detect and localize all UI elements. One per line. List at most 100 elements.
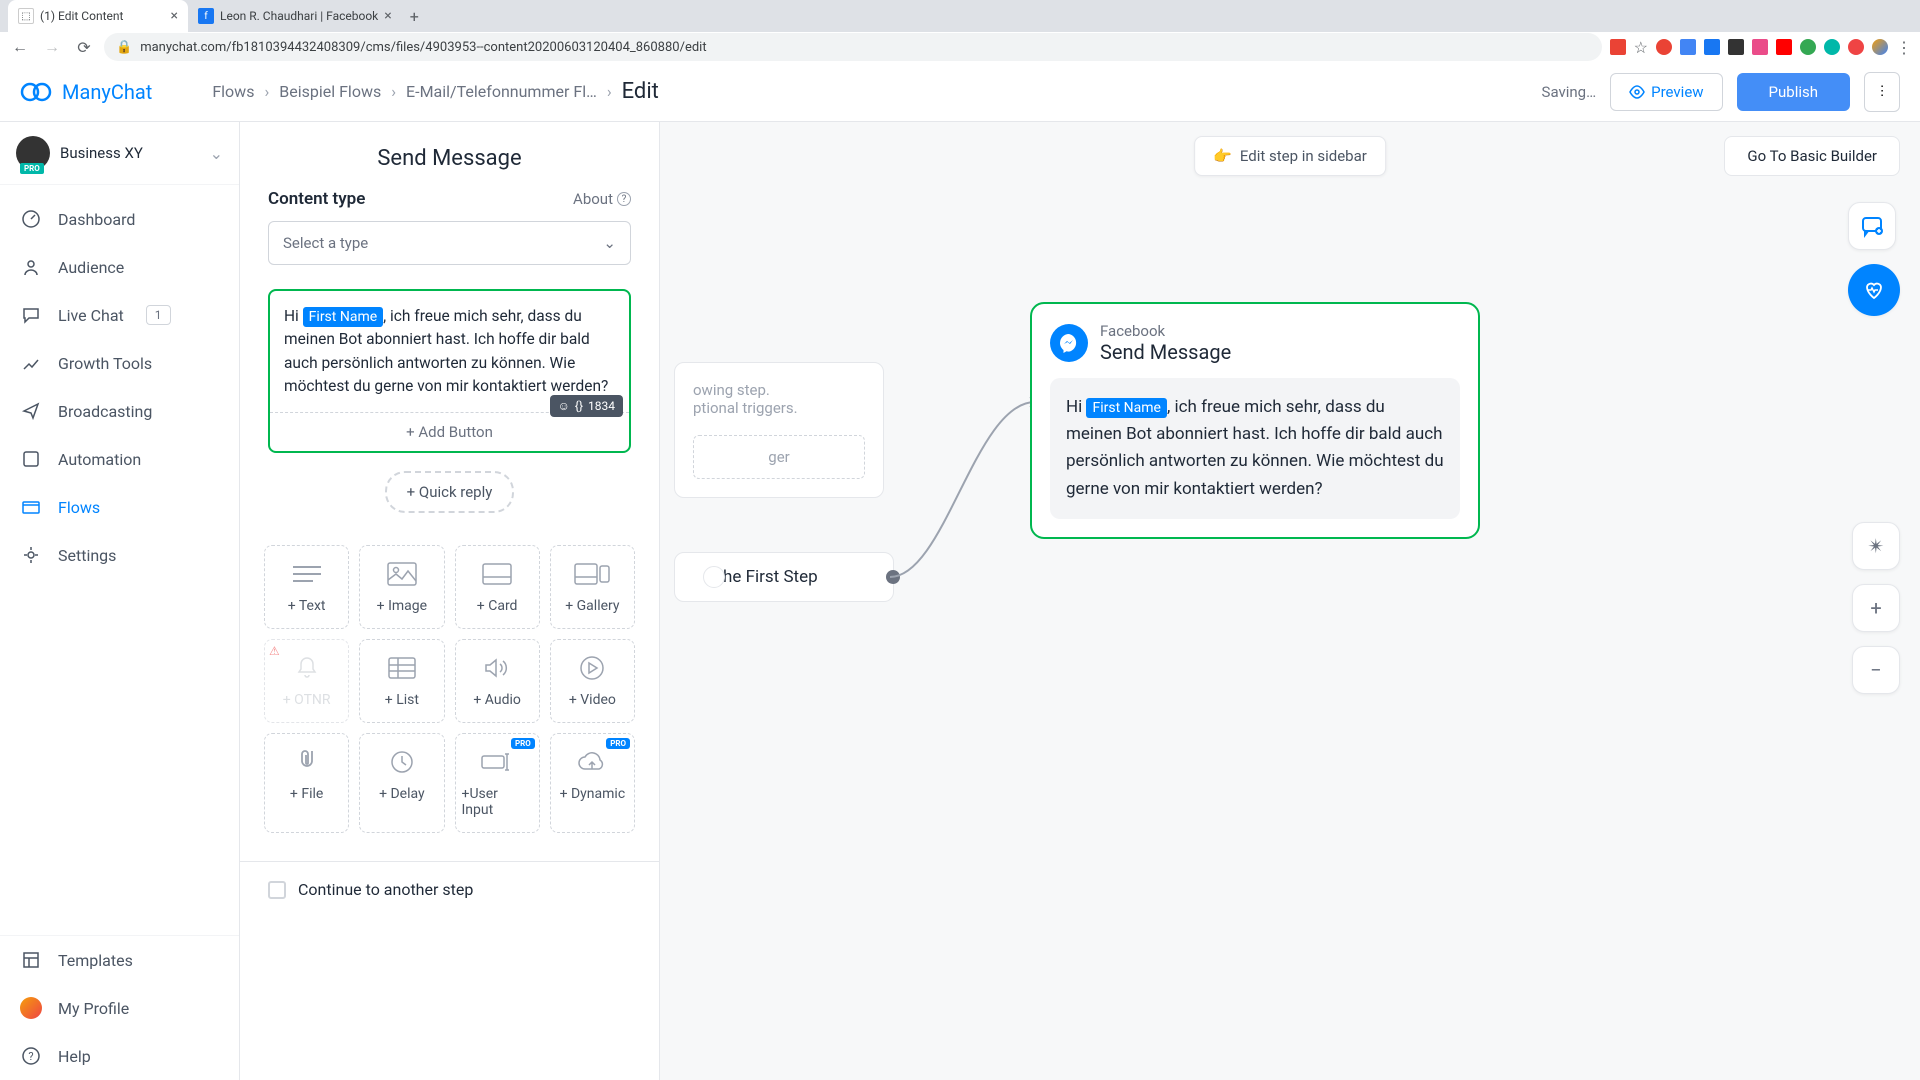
messenger-icon	[1050, 324, 1088, 362]
continue-label: Continue to another step	[298, 880, 473, 899]
tile-text[interactable]: + Text	[264, 545, 349, 629]
sidebar-item-growth[interactable]: Growth Tools	[0, 339, 239, 387]
basic-builder-button[interactable]: Go To Basic Builder	[1724, 136, 1900, 176]
fit-view-button[interactable]: ✴	[1852, 522, 1900, 570]
message-text-input[interactable]: Hi First Name, ich freue mich sehr, dass…	[270, 291, 629, 412]
workspace-selector[interactable]: PRO Business XY ⌄	[0, 122, 239, 185]
app-body: PRO Business XY ⌄ Dashboard Audience Liv…	[0, 122, 1920, 1080]
close-icon[interactable]: ×	[171, 8, 178, 24]
ext-icon[interactable]	[1704, 39, 1720, 55]
zoom-in-button[interactable]: +	[1852, 584, 1900, 632]
tile-dynamic[interactable]: PRO+ Dynamic	[550, 733, 635, 833]
sidebar-item-label: Live Chat	[58, 306, 124, 325]
first-step-node[interactable]: he First Step	[674, 552, 894, 602]
logo[interactable]: ManyChat	[20, 76, 152, 108]
tab-favicon: ⬚	[18, 8, 34, 24]
minus-icon: −	[1870, 658, 1881, 682]
tile-video[interactable]: + Video	[550, 639, 635, 723]
ext-icon[interactable]	[1656, 39, 1672, 55]
app-header: ManyChat Flows › Beispiel Flows › E-Mail…	[0, 62, 1920, 122]
ext-icon[interactable]	[1752, 39, 1768, 55]
sidebar-item-broadcasting[interactable]: Broadcasting	[0, 387, 239, 435]
select-placeholder: Select a type	[283, 234, 368, 252]
breadcrumb-item[interactable]: Beispiel Flows	[279, 82, 381, 101]
dashboard-icon	[20, 208, 42, 230]
tile-image[interactable]: + Image	[359, 545, 444, 629]
ext-icon[interactable]	[1680, 39, 1696, 55]
avatar-icon[interactable]	[1872, 39, 1888, 55]
breadcrumb-item[interactable]: Flows	[212, 82, 254, 101]
zoom-out-button[interactable]: −	[1852, 646, 1900, 694]
sidebar-item-livechat[interactable]: Live Chat 1	[0, 291, 239, 339]
add-button[interactable]: + Add Button	[270, 412, 629, 451]
publish-button[interactable]: Publish	[1737, 73, 1850, 111]
message-block[interactable]: Hi First Name, ich freue mich sehr, dass…	[268, 289, 631, 453]
editor-title: Send Message	[240, 122, 659, 189]
sidebar-item-templates[interactable]: Templates	[0, 936, 239, 984]
tile-audio[interactable]: + Audio	[455, 639, 540, 723]
add-step-button[interactable]	[1848, 202, 1896, 250]
image-icon	[387, 560, 417, 588]
connector-dot[interactable]	[886, 570, 900, 584]
ext-icon[interactable]	[1728, 39, 1744, 55]
more-menu-button[interactable]: ⋮	[1864, 72, 1900, 112]
card-title: Send Message	[1100, 340, 1231, 364]
variable-chip[interactable]: First Name	[303, 307, 383, 327]
braces-icon[interactable]: {}	[575, 399, 583, 413]
sidebar-item-automation[interactable]: Automation	[0, 435, 239, 483]
new-tab-button[interactable]: +	[402, 1, 427, 32]
warn-icon: ⚠	[269, 644, 280, 658]
sidebar-item-flows[interactable]: Flows	[0, 483, 239, 531]
emoji-icon[interactable]: ☺	[558, 399, 570, 413]
step-handle-icon	[703, 566, 725, 588]
tile-card[interactable]: + Card	[455, 545, 540, 629]
tile-user-input[interactable]: PRO+User Input	[455, 733, 540, 833]
menu-icon[interactable]: ⋮	[1896, 38, 1912, 57]
edit-in-sidebar-button[interactable]: 👉 Edit step in sidebar	[1194, 136, 1386, 176]
sidebar-item-help[interactable]: ? Help	[0, 1032, 239, 1080]
tile-file[interactable]: + File	[264, 733, 349, 833]
content-type-select[interactable]: Select a type ⌄	[268, 221, 631, 265]
chat-icon	[20, 304, 42, 326]
info-icon: ?	[617, 192, 631, 206]
tile-list[interactable]: + List	[359, 639, 444, 723]
sidebar-item-audience[interactable]: Audience	[0, 243, 239, 291]
ext-icon[interactable]	[1776, 39, 1792, 55]
ext-icon[interactable]	[1610, 39, 1626, 55]
url-input[interactable]: 🔒 manychat.com/fb181039443240830​9/cms/f…	[104, 33, 1602, 61]
help-icon: ?	[20, 1045, 42, 1067]
quick-reply-button[interactable]: + Quick reply	[385, 471, 515, 513]
tile-otnr[interactable]: ⚠+ OTNR	[264, 639, 349, 723]
close-icon[interactable]: ×	[384, 8, 391, 24]
canvas-tools-top	[1848, 202, 1900, 316]
back-icon[interactable]: ←	[8, 35, 32, 59]
about-link[interactable]: About ?	[573, 190, 631, 208]
sidebar-item-dashboard[interactable]: Dashboard	[0, 195, 239, 243]
reload-icon[interactable]: ⟳	[72, 35, 96, 59]
sidebar-item-settings[interactable]: Settings	[0, 531, 239, 579]
preview-button[interactable]: Preview	[1610, 73, 1722, 111]
tile-gallery[interactable]: + Gallery	[550, 545, 635, 629]
card-header: Facebook Send Message	[1050, 322, 1460, 364]
star-icon[interactable]: ☆	[1634, 38, 1648, 57]
continue-checkbox[interactable]	[268, 881, 286, 899]
section-title: Content type	[268, 189, 365, 209]
address-bar: ← → ⟳ 🔒 manychat.com/fb181039443240830​9…	[0, 32, 1920, 62]
trigger-placeholder[interactable]: ger	[693, 435, 865, 479]
ext-icon[interactable]	[1848, 39, 1864, 55]
ext-icon[interactable]	[1800, 39, 1816, 55]
send-message-card[interactable]: Facebook Send Message Hi First Name, ich…	[1030, 302, 1480, 539]
list-icon	[388, 654, 416, 682]
ext-icon[interactable]	[1824, 39, 1840, 55]
preview-icon	[1629, 84, 1645, 100]
forward-icon[interactable]: →	[40, 35, 64, 59]
breadcrumb-item[interactable]: E-Mail/Telefonnummer Fl…	[406, 82, 597, 101]
canvas[interactable]: 👉 Edit step in sidebar Go To Basic Build…	[660, 122, 1920, 1080]
sidebar-item-profile[interactable]: My Profile	[0, 984, 239, 1032]
sidebar-item-label: Automation	[58, 450, 141, 469]
browser-chrome: ⬚ (1) Edit Content × f Leon R. Chaudhari…	[0, 0, 1920, 62]
browser-tab-active[interactable]: ⬚ (1) Edit Content ×	[8, 0, 188, 32]
browser-tab[interactable]: f Leon R. Chaudhari | Facebook ×	[188, 0, 402, 32]
health-check-button[interactable]	[1848, 264, 1900, 316]
tile-delay[interactable]: + Delay	[359, 733, 444, 833]
